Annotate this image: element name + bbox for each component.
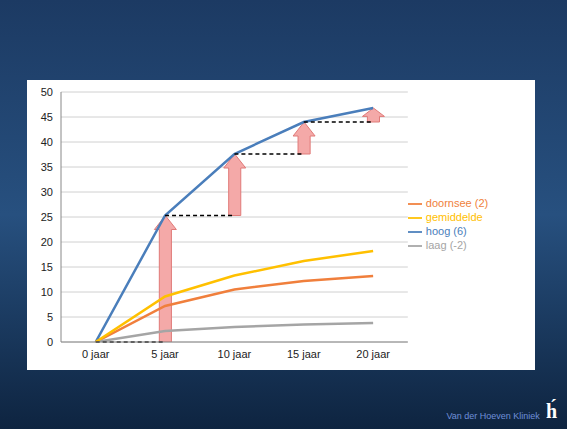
svg-text:15 jaar: 15 jaar	[287, 348, 321, 360]
svg-text:15: 15	[41, 261, 53, 273]
svg-text:0: 0	[47, 336, 53, 348]
svg-text:50: 50	[41, 86, 53, 98]
html-text:laag (-2): laag (-2)	[425, 239, 467, 252]
svg-text:20: 20	[41, 236, 53, 248]
svg-text:25: 25	[41, 211, 53, 223]
svg-text:45: 45	[41, 111, 53, 123]
html-text:h́: h́	[545, 400, 557, 422]
svg-text:10: 10	[41, 286, 53, 298]
html-text:Van der Hoeven Kliniek: Van der Hoeven Kliniek	[446, 411, 540, 421]
svg-text:35: 35	[41, 161, 53, 173]
html-text:doornsee (2): doornsee (2)	[425, 196, 489, 209]
html-text:gemiddelde: gemiddelde	[425, 210, 483, 223]
svg-text:5 jaar: 5 jaar	[151, 348, 179, 360]
svg-text:40: 40	[41, 136, 53, 148]
svg-text:10 jaar: 10 jaar	[218, 348, 252, 360]
html-text:hoog (6): hoog (6)	[425, 225, 467, 237]
svg-text:0 jaar: 0 jaar	[82, 348, 110, 360]
svg-text:5: 5	[47, 311, 53, 323]
svg-text:20 jaar: 20 jaar	[356, 348, 390, 360]
svg-text:30: 30	[41, 186, 53, 198]
